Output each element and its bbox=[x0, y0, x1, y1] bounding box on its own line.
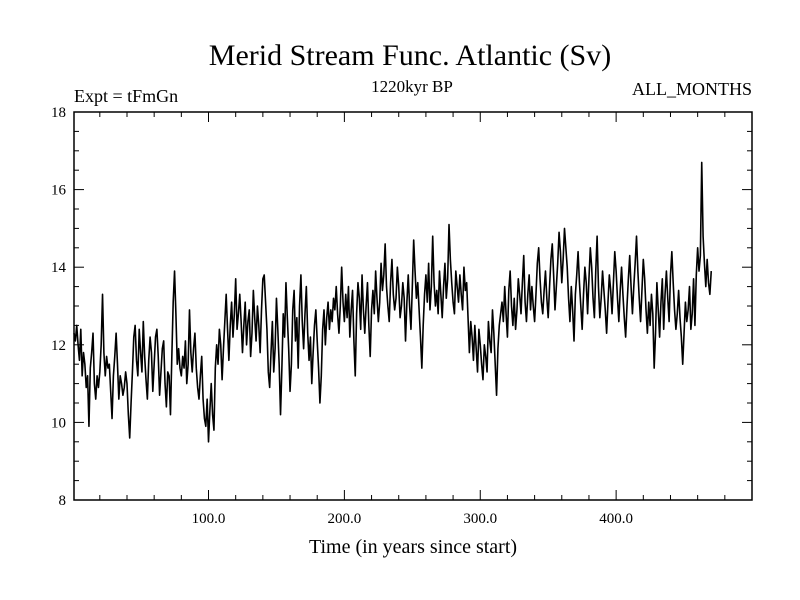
y-tick-label: 14 bbox=[51, 260, 67, 276]
x-tick-labels: 100.0 200.0 300.0 400.0 bbox=[192, 511, 633, 527]
y-tick-label: 18 bbox=[51, 105, 66, 121]
y-tick-labels: 8 10 12 14 16 18 bbox=[51, 105, 67, 509]
x-tick-label: 400.0 bbox=[599, 511, 633, 527]
series-line bbox=[73, 161, 713, 443]
chart-subtitle: 1220kyr BP bbox=[371, 77, 453, 96]
period-label: ALL_MONTHS bbox=[632, 79, 752, 99]
x-tick-label: 200.0 bbox=[328, 511, 362, 527]
y-tick-label: 12 bbox=[51, 338, 66, 354]
chart-title: Merid Stream Func. Atlantic (Sv) bbox=[209, 39, 611, 72]
x-tick-label: 300.0 bbox=[463, 511, 497, 527]
y-tick-label: 8 bbox=[59, 493, 67, 509]
axis-ticks bbox=[74, 111, 752, 501]
experiment-label: Expt = tFmGn bbox=[74, 86, 178, 106]
y-tick-label: 10 bbox=[51, 415, 66, 431]
x-tick-label: 100.0 bbox=[192, 511, 226, 527]
y-tick-label: 16 bbox=[51, 183, 67, 199]
x-axis-label: Time (in years since start) bbox=[309, 536, 517, 558]
